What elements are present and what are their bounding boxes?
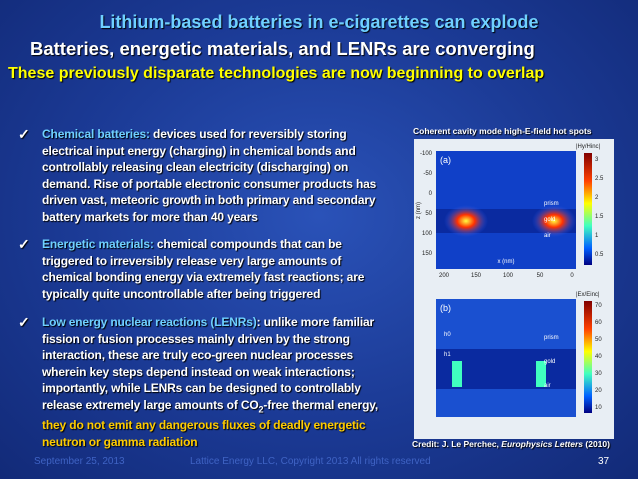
x-tick-label: 50	[537, 273, 544, 279]
material-label: prism	[544, 201, 559, 207]
bullet: ✓ Energetic materials: chemical compounds…	[18, 236, 394, 302]
x-tick-label: 200	[439, 273, 450, 279]
z-tick-label: 0	[429, 191, 433, 197]
panel-label: (a)	[440, 155, 451, 165]
scale-tick-label: 0.5	[595, 252, 604, 258]
scale-title: |Hy/Hinc|	[576, 144, 601, 150]
material-label: prism	[544, 335, 559, 341]
credit-year: (2010)	[583, 439, 610, 449]
subtitle: Batteries, energetic materials, and LENR…	[30, 38, 535, 59]
hot-spot	[532, 205, 576, 237]
hot-spot	[444, 205, 488, 237]
x-tick-label: 100	[503, 273, 514, 279]
panel-label: (b)	[440, 303, 451, 313]
credit: Credit: J. Le Perchec, Europhysics Lette…	[412, 439, 610, 449]
figure-caption: Coherent cavity mode high-E-field hot sp…	[413, 126, 592, 136]
material-label: air	[544, 383, 551, 389]
bullet-text: chemical compounds that can be triggered…	[42, 237, 365, 301]
hot-spot	[536, 361, 546, 387]
x-axis-label: x (nm)	[498, 259, 515, 265]
hot-spot	[452, 361, 462, 387]
scale-title: |Ex/Einc|	[576, 292, 600, 298]
bullet-text: : unlike more familiar fission or fusion…	[42, 315, 375, 412]
scale-tick-label: 1.5	[595, 214, 604, 220]
subscript: 2	[258, 403, 264, 414]
scale-tick-label: 20	[595, 388, 602, 394]
height-label: h0	[444, 332, 451, 338]
scale-tick-label: 3	[595, 157, 599, 163]
footer-date: September 25, 2013	[34, 456, 125, 467]
bullet-text: devices used for reversibly storing elec…	[42, 127, 377, 224]
bullet-label: Energetic materials:	[42, 237, 154, 251]
title: Lithium-based batteries in e-cigarettes …	[99, 12, 539, 32]
bullet-label: Chemical batteries:	[42, 127, 150, 141]
x-tick-label: 150	[471, 273, 482, 279]
z-tick-label: -100	[420, 151, 433, 157]
page-number: 37	[598, 456, 610, 467]
scale-tick-label: 30	[595, 371, 602, 377]
z-tick-label: 150	[422, 251, 433, 257]
x-tick-label: 0	[570, 273, 574, 279]
height-label: h1	[444, 352, 451, 358]
color-bar	[584, 153, 592, 265]
material-label: air	[544, 233, 551, 239]
z-axis-label: z (nm)	[416, 202, 422, 219]
check-mark: ✓	[18, 126, 30, 142]
z-tick-label: -50	[423, 171, 432, 177]
credit-text: Credit: J. Le Perchec,	[412, 439, 502, 449]
scale-tick-label: 40	[595, 354, 602, 360]
scale-tick-label: 10	[595, 405, 602, 411]
scale-tick-label: 2	[595, 195, 599, 201]
bullet-text: -free thermal energy,	[263, 397, 379, 412]
scale-tick-label: 50	[595, 337, 602, 343]
z-tick-label: 100	[422, 231, 433, 237]
scale-tick-label: 1	[595, 233, 599, 239]
bullet: ✓ Low energy nuclear reactions (LENRs): u…	[18, 314, 394, 450]
footer-copyright: Lattice Energy LLC, Copyright 2013 All r…	[190, 456, 431, 467]
check-mark: ✓	[18, 314, 30, 330]
credit-journal: Europhysics Letters	[501, 439, 584, 449]
material-label: gold	[544, 359, 555, 365]
bullet-label: Low energy nuclear reactions (LENRs)	[42, 315, 257, 329]
tagline: These previously disparate technologies …	[8, 65, 545, 82]
check-mark: ✓	[18, 236, 30, 252]
highlight: they do not emit any dangerous fluxes of…	[42, 418, 366, 449]
scale-tick-label: 70	[595, 303, 602, 309]
bullet: ✓ Chemical batteries: devices used for re…	[18, 126, 394, 225]
color-bar	[584, 301, 592, 413]
material-label: gold	[544, 217, 555, 223]
scale-tick-label: 2.5	[595, 176, 604, 182]
z-tick-label: 50	[425, 211, 432, 217]
scale-tick-label: 60	[595, 320, 602, 326]
